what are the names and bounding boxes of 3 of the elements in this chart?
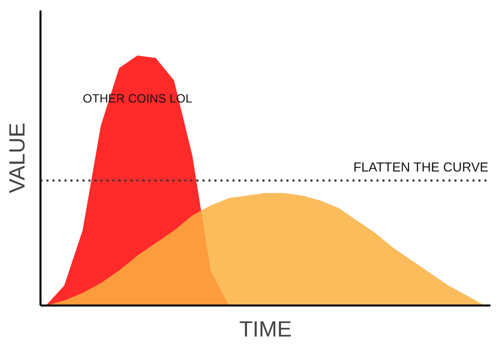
y-axis-title: VALUE <box>4 122 30 194</box>
x-axis-title: TIME <box>239 316 292 342</box>
ref-line-label: FLATTEN THE CURVE <box>353 160 489 174</box>
